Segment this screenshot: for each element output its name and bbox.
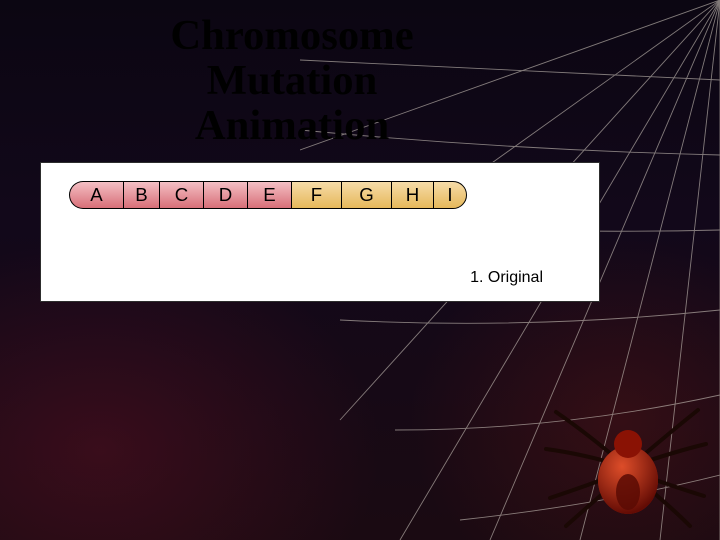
panel-caption: 1. Original <box>470 269 543 287</box>
chromosome-segment-h: H <box>391 181 433 209</box>
chromosome-bar: ABCDEFGHI <box>69 181 467 209</box>
slide-title: Chromosome Mutation Animation <box>92 14 492 148</box>
chromosome-panel: ABCDEFGHI 1. Original <box>40 162 600 302</box>
chromosome-segment-d: D <box>203 181 247 209</box>
spider-decoration <box>538 394 708 534</box>
title-line-1: Chromosome Mutation <box>92 14 492 104</box>
chromosome-segment-a: A <box>69 181 123 209</box>
chromosome-segment-i: I <box>433 181 467 209</box>
chromosome-segment-b: B <box>123 181 159 209</box>
chromosome-segment-g: G <box>341 181 391 209</box>
chromosome-segment-f: F <box>291 181 341 209</box>
chromosome-segment-e: E <box>247 181 291 209</box>
chromosome-segment-c: C <box>159 181 203 209</box>
title-line-2: Animation <box>92 104 492 149</box>
